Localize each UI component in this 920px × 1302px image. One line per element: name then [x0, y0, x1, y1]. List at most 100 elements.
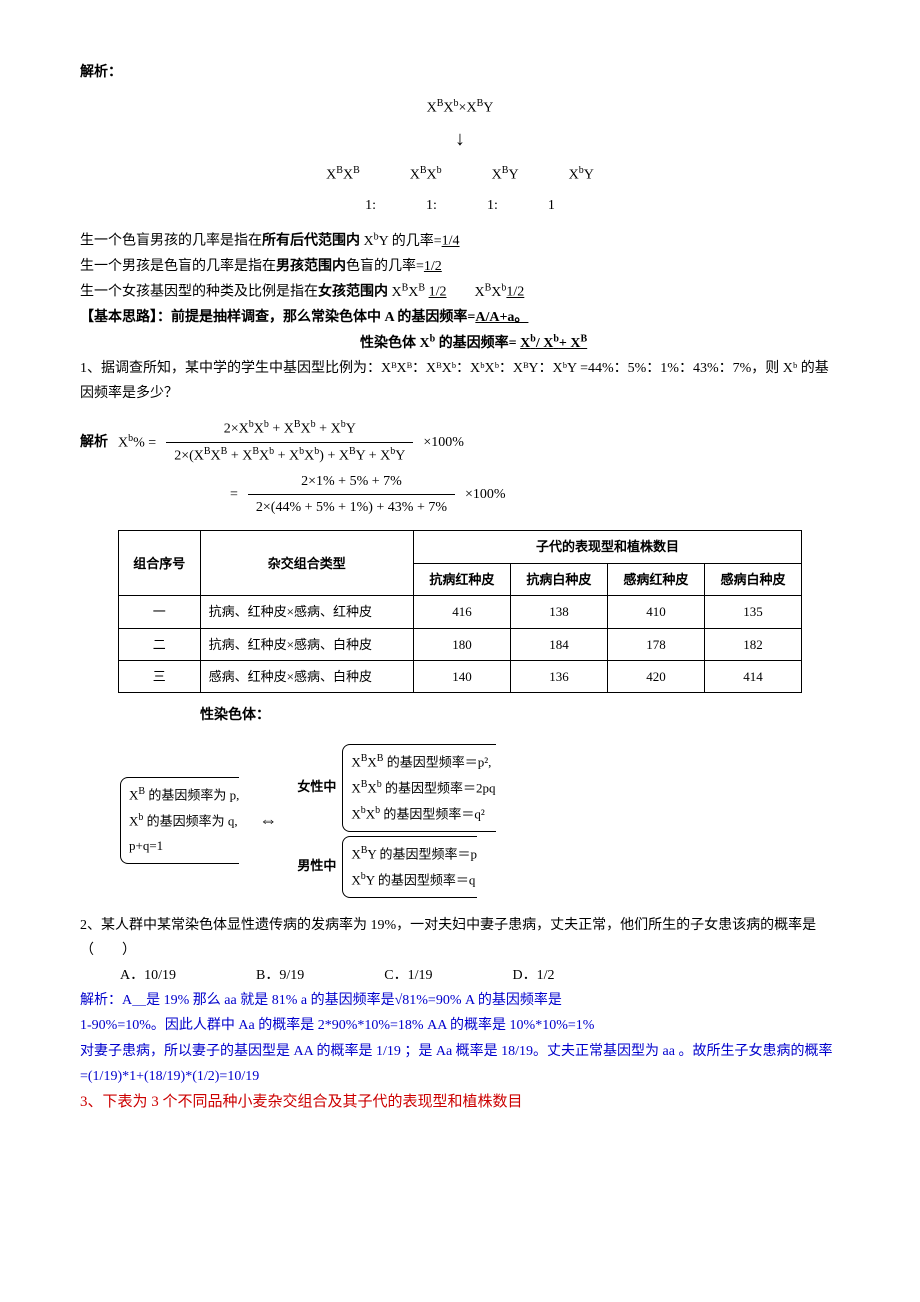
cell: 138 [510, 596, 607, 628]
th-combo-no: 组合序号 [119, 531, 201, 596]
question-3: 3、下表为 3 个不同品种小麦杂交组合及其子代的表现型和植株数目 [80, 1089, 840, 1116]
table-row: 三 感病、红种皮×感病、白种皮 140 136 420 414 [119, 660, 802, 692]
l2-bold: 男孩范围内 [276, 259, 346, 274]
basic-heading: 【基本思路】 [80, 310, 157, 325]
female-item: XbXb 的基因型频率＝q² [351, 801, 495, 827]
left-item: XB 的基因频率为 p, [129, 782, 239, 808]
cell: 136 [510, 660, 607, 692]
line-1: 生一个色盲男孩的几率是指在所有后代范围内 XbY 的几率=1/4 [80, 228, 840, 254]
cell: 感病、红种皮×感病、白种皮 [200, 660, 413, 692]
q1-num2: 2×1% + 5% + 7% [248, 469, 455, 495]
th-col-3: 感病红种皮 [607, 563, 704, 595]
th-cross-type: 杂交组合类型 [200, 531, 413, 596]
male-item: XbY 的基因型频率＝q [351, 867, 477, 893]
basic-text1: ：前提是抽样调查，那么常染色体中 A 的基因频率= [157, 310, 475, 325]
female-item: XBXb 的基因型频率＝2pq [351, 775, 495, 801]
q2-options: A．10/19 B．9/19 C．1/19 D．1/2 [120, 963, 840, 988]
ratio-4: 1 [548, 193, 555, 218]
l2-val: 1/2 [424, 259, 442, 274]
double-arrow-icon: ⇔ [259, 803, 277, 837]
cell: 抗病、红种皮×感病、红种皮 [200, 596, 413, 628]
th-col-2: 抗病白种皮 [510, 563, 607, 595]
table-row: 二 抗病、红种皮×感病、白种皮 180 184 178 182 [119, 628, 802, 660]
female-item: XBXB 的基因型频率＝p², [351, 749, 495, 775]
cell: 180 [413, 628, 510, 660]
line-2: 生一个男孩是色盲的几率是指在男孩范围内色盲的几率=1/2 [80, 254, 840, 279]
offspring-1: XBXB [326, 162, 360, 188]
female-label: 女性中 [297, 775, 336, 800]
offspring-3: XBY [492, 162, 519, 188]
male-label: 男性中 [297, 854, 336, 879]
table-row: 一 抗病、红种皮×感病、红种皮 416 138 410 135 [119, 596, 802, 628]
q2-analysis-2: 1-90%=10%。因此人群中 Aa 的概率是 2*90%*10%=18% AA… [80, 1013, 840, 1038]
line-3: 生一个女孩基因型的种类及比例是指在女孩范围内 XBXB 1/2 XBXb1/2 [80, 279, 840, 305]
opt-c: C．1/19 [384, 963, 432, 988]
l3-g1: XBXB [388, 285, 429, 300]
basic-idea: 【基本思路】：前提是抽样调查，那么常染色体中 A 的基因频率=A/A+a。 [80, 305, 840, 330]
cross-diagram: XBXb×XBY ↓ XBXB XBXb XBY XbY 1: 1: 1: 1 [80, 95, 840, 218]
l3-v2: 1/2 [506, 285, 524, 300]
q1-den1: 2×(XBXB + XBXb + XbXb) + XBY + XbY [166, 443, 413, 469]
l3-v1: 1/2 [429, 285, 447, 300]
basic-line2: 性染色体 Xb 的基因频率= Xb/ Xb+ XB [360, 330, 840, 356]
cross-results-table: 组合序号 杂交组合类型 子代的表现型和植株数目 抗病红种皮 抗病白种皮 感病红种… [118, 530, 802, 693]
l3-bold: 女孩范围内 [318, 285, 388, 300]
ratio-1: 1: [365, 193, 376, 218]
cell: 182 [704, 628, 801, 660]
arrow-down-icon: ↓ [80, 121, 840, 157]
left-brace-group: XB 的基因频率为 p, Xb 的基因频率为 q, p+q=1 [120, 777, 239, 864]
offspring-2: XBXb [410, 162, 442, 188]
left-item: p+q=1 [129, 834, 239, 859]
ratio-3: 1: [487, 193, 498, 218]
parents: XBXb×XBY [80, 95, 840, 121]
cell: 410 [607, 596, 704, 628]
l1-pre: 生一个色盲男孩的几率是指在 [80, 234, 262, 249]
q2-analysis-1: 解析：A＿是 19% 那么 aa 就是 81% a 的基因频率是√81%=90%… [80, 988, 840, 1013]
sex-chrom-diagram: XB 的基因频率为 p, Xb 的基因频率为 q, p+q=1 ⇔ 女性中 XB… [120, 744, 800, 898]
opt-b: B．9/19 [256, 963, 304, 988]
offspring-genotypes: XBXB XBXb XBY XbY [80, 162, 840, 188]
section-title: 解析： [80, 60, 840, 85]
q1-mult1: ×100% [423, 430, 464, 455]
cell: 三 [119, 660, 201, 692]
offspring-ratios: 1: 1: 1: 1 [80, 193, 840, 218]
th-offspring: 子代的表现型和植株数目 [413, 531, 801, 563]
q1-lhs: Xb% = [118, 430, 156, 456]
q1-label: 解析 [80, 430, 108, 455]
q1-num1: 2×XbXb + XBXb + XbY [166, 416, 413, 443]
l1-bold: 所有后代范围内 [262, 234, 360, 249]
right-group: 女性中 XBXB 的基因型频率＝p², XBXb 的基因型频率＝2pq XbXb… [297, 744, 495, 898]
q1-formula-2: = 2×1% + 5% + 7% 2×(44% + 5% + 1%) + 43%… [230, 469, 840, 520]
left-item: Xb 的基因频率为 q, [129, 808, 239, 834]
male-item: XBY 的基因型频率＝p [351, 841, 477, 867]
th-col-1: 抗病红种皮 [413, 563, 510, 595]
cell: 420 [607, 660, 704, 692]
cell: 135 [704, 596, 801, 628]
cell: 178 [607, 628, 704, 660]
sex-chrom-heading: 性染色体： [200, 703, 840, 728]
q1-den2: 2×(44% + 5% + 1%) + 43% + 7% [248, 495, 455, 520]
question-2: 2、某人群中某常染色体显性遗传病的发病率为 19%，一对夫妇中妻子患病，丈夫正常… [80, 913, 840, 963]
q1-mult2: ×100% [465, 482, 506, 507]
l3-pre: 生一个女孩基因型的种类及比例是指在 [80, 285, 318, 300]
cell: 414 [704, 660, 801, 692]
question-1: 1、据调查所知，某中学的学生中基因型比例为：XᴮXᴮ：XᴮXᵇ：XᵇXᵇ：XᴮY… [80, 356, 840, 406]
cell: 416 [413, 596, 510, 628]
th-col-4: 感病白种皮 [704, 563, 801, 595]
basic-text2: 性染色体 Xb 的基因频率= [360, 336, 520, 351]
cell: 抗病、红种皮×感病、白种皮 [200, 628, 413, 660]
eq-sign: = [230, 482, 238, 507]
l2-pre: 生一个男孩是色盲的几率是指在 [80, 259, 276, 274]
opt-d: D．1/2 [512, 963, 554, 988]
q1-formula-1: 解析 Xb% = 2×XbXb + XBXb + XbY 2×(XBXB + X… [80, 416, 840, 469]
opt-a: A．10/19 [120, 963, 176, 988]
cell: 二 [119, 628, 201, 660]
ratio-2: 1: [426, 193, 437, 218]
l3-g2: XBXb [446, 285, 506, 300]
l1-val: 1/4 [442, 234, 460, 249]
cell: 140 [413, 660, 510, 692]
l2-post: 色盲的几率= [346, 259, 424, 274]
q2-analysis-3: 对妻子患病，所以妻子的基因型是 AA 的概率是 1/19 ；是 Aa 概率是 1… [80, 1039, 840, 1089]
basic-f1: A/A+a。 [475, 310, 528, 325]
cell: 一 [119, 596, 201, 628]
